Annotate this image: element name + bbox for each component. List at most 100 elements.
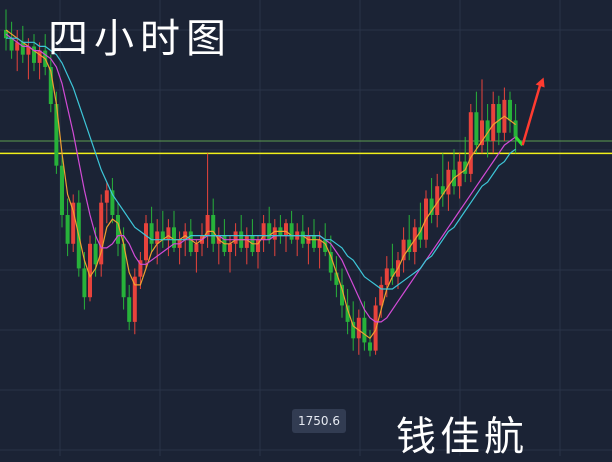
candle-body	[491, 104, 496, 141]
candle-body	[485, 120, 490, 141]
candle-body	[446, 169, 451, 195]
candle-body	[440, 186, 445, 195]
candle-body	[116, 215, 120, 244]
candle-body	[211, 215, 216, 244]
candle	[228, 235, 232, 273]
candle	[104, 182, 109, 224]
candle	[244, 227, 249, 265]
candle	[345, 289, 350, 335]
candle	[452, 149, 456, 195]
candle	[20, 25, 25, 63]
candle	[177, 231, 182, 265]
candle-body	[384, 268, 389, 285]
candle	[121, 227, 126, 310]
candle-body	[144, 223, 148, 261]
candle	[457, 153, 462, 199]
candle	[401, 227, 406, 273]
candle-body	[104, 190, 109, 203]
candle	[334, 256, 339, 298]
candle-body	[390, 268, 395, 277]
candle	[110, 178, 115, 224]
candle-body	[233, 231, 238, 244]
candle-body	[110, 190, 115, 215]
candle-body	[48, 67, 53, 104]
candle	[272, 219, 277, 257]
candle	[99, 194, 104, 277]
candle-body	[93, 243, 98, 265]
candle	[407, 215, 412, 261]
forecast-up-arrow	[521, 83, 542, 146]
candle	[26, 38, 31, 80]
candle	[300, 215, 305, 248]
candle-body	[312, 235, 316, 248]
candle	[256, 235, 260, 269]
candle-body	[468, 112, 473, 174]
candle	[60, 153, 64, 228]
candle	[418, 202, 423, 248]
candle	[160, 210, 165, 248]
candle	[9, 21, 14, 59]
candle	[468, 104, 473, 183]
candle-body	[15, 42, 20, 51]
candle-body	[289, 223, 294, 240]
candle	[216, 227, 221, 265]
candle	[267, 206, 272, 244]
candle	[502, 87, 507, 141]
candle	[222, 219, 227, 257]
candle-body	[121, 243, 126, 298]
candle	[239, 215, 244, 252]
candle-body	[351, 321, 356, 339]
candles	[4, 9, 518, 357]
candle	[440, 153, 445, 207]
candle-body	[127, 297, 132, 322]
candle	[340, 268, 344, 318]
candle-body	[132, 276, 137, 322]
candle-body	[407, 239, 412, 252]
candle-body	[99, 202, 104, 265]
candle-body	[172, 227, 176, 248]
candle	[127, 284, 132, 331]
candle-body	[474, 112, 479, 146]
candle	[166, 219, 171, 257]
candle	[463, 136, 468, 183]
candle-body	[32, 46, 36, 63]
candle	[508, 91, 512, 133]
candle-body	[88, 243, 92, 298]
candle	[429, 178, 434, 224]
moving-averages	[5, 29, 516, 340]
candle-body	[340, 284, 344, 306]
candle-body	[205, 215, 210, 236]
candle	[261, 215, 266, 252]
candle	[368, 330, 372, 357]
candle-body	[261, 223, 266, 240]
candle-body	[362, 317, 367, 343]
candle-body	[71, 202, 76, 244]
candle	[435, 173, 440, 228]
candle-body	[328, 252, 333, 273]
candle-body	[356, 317, 361, 339]
candle	[278, 215, 283, 244]
candle-body	[418, 227, 423, 240]
candle	[32, 34, 36, 72]
chart-title: 四小时图	[48, 16, 232, 62]
candle	[289, 210, 294, 244]
candle-body	[188, 231, 193, 252]
candle-body	[334, 272, 339, 285]
forecast-arrows	[514, 77, 545, 147]
candle-body	[60, 165, 64, 215]
candle-body	[401, 239, 406, 261]
candle-body	[194, 243, 199, 252]
candle	[138, 252, 143, 289]
candle	[295, 223, 300, 257]
candle	[306, 227, 311, 265]
candle	[317, 231, 322, 269]
candle-body	[54, 104, 59, 166]
candle-body	[26, 46, 31, 55]
candle	[474, 91, 479, 154]
candle	[194, 239, 199, 273]
candle	[491, 91, 496, 154]
forecast-arrowhead	[535, 77, 545, 88]
